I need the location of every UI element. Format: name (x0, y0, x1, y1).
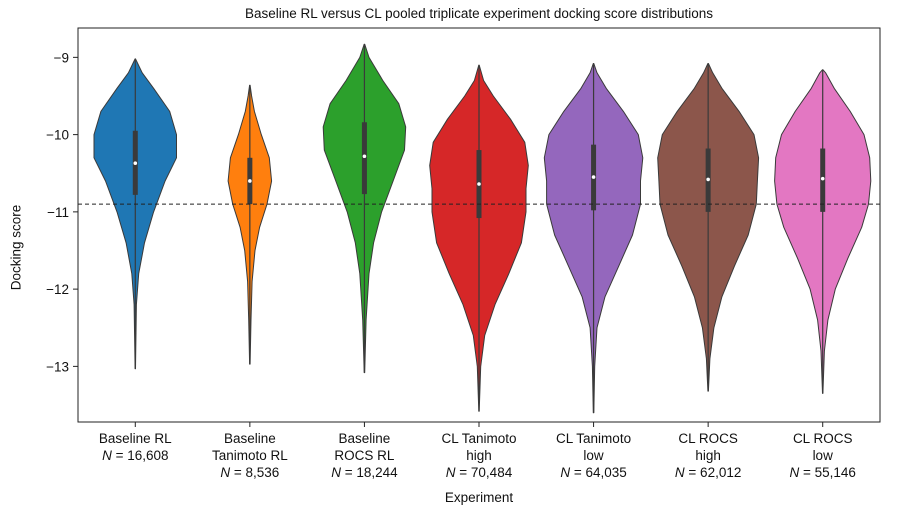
category-count: N = 55,146 (765, 464, 881, 481)
x-axis-label: Experiment (444, 490, 514, 505)
y-axis: −9 −10 −11 −12 −13 (46, 50, 78, 374)
count-symbol: N (220, 465, 231, 480)
violin-iqr-box (361, 122, 367, 195)
category-count: N = 16,608 (77, 447, 193, 464)
y-tick-label: −9 (54, 50, 69, 65)
category-name-line: low (812, 448, 833, 463)
category-name-line: Baseline (223, 431, 276, 446)
x-category-label: CL Tanimoto high N = 70,484 (421, 430, 537, 481)
count-value: = 16,608 (111, 448, 169, 463)
violin (657, 63, 760, 427)
category-count: N = 18,244 (306, 464, 422, 481)
count-value: = 62,012 (684, 465, 742, 480)
violin-median-dot (591, 175, 596, 179)
y-tick-label: −11 (47, 205, 69, 220)
violin (774, 69, 872, 427)
violin (227, 84, 273, 427)
violin-median-dot (820, 176, 825, 181)
count-symbol: N (789, 465, 800, 480)
x-category-label: CL ROCS low N = 55,146 (765, 430, 881, 481)
violin (93, 58, 177, 427)
count-value: = 8,536 (230, 465, 280, 480)
category-count: N = 62,012 (650, 464, 766, 481)
category-name-line: Baseline RL (98, 431, 172, 446)
category-name-line: high (466, 448, 492, 463)
category-name-line: high (695, 448, 721, 463)
count-symbol: N (674, 465, 685, 480)
category-count: N = 70,484 (421, 464, 537, 481)
violin-median-dot (706, 177, 710, 182)
y-tick-label: −13 (46, 359, 69, 374)
x-category-label: Baseline ROCS RL N = 18,244 (306, 430, 422, 481)
count-symbol: N (560, 465, 571, 480)
x-category-label: Baseline RL N = 16,608 (77, 430, 193, 464)
count-symbol: N (102, 448, 112, 463)
category-name-line: ROCS RL (334, 448, 395, 463)
x-category-label: CL ROCS high N = 62,012 (650, 430, 766, 481)
x-category-label: CL Tanimoto low N = 64,035 (536, 430, 652, 481)
y-tick-label: −10 (46, 128, 69, 143)
violins-layer (93, 43, 872, 427)
category-name-line: low (583, 448, 604, 463)
plot-frame (77, 27, 881, 423)
violin (429, 64, 529, 427)
count-symbol: N (331, 465, 341, 480)
x-category-label: Baseline Tanimoto RL N = 8,536 (192, 430, 308, 481)
category-name-line: CL Tanimoto (441, 431, 517, 446)
category-name-line: CL Tanimoto (556, 431, 632, 446)
category-name-line: CL ROCS (678, 431, 738, 446)
y-tick-label: −12 (46, 282, 69, 297)
category-name-line: Tanimoto RL (211, 448, 288, 463)
count-value: = 64,035 (570, 465, 627, 480)
count-symbol: N (445, 465, 456, 480)
count-value: = 18,244 (340, 465, 398, 480)
category-count: N = 8,536 (192, 464, 308, 481)
violin-median-dot (248, 179, 252, 183)
category-count: N = 64,035 (536, 464, 652, 481)
y-axis-label: Docking score (8, 204, 24, 291)
chart-title: Baseline RL versus CL pooled triplicate … (245, 6, 713, 21)
violin-median-dot (362, 154, 367, 159)
category-name-line: Baseline (338, 431, 391, 446)
violin (322, 43, 407, 427)
violin-median-dot (477, 182, 481, 186)
category-name-line: CL ROCS (792, 431, 853, 446)
count-value: = 70,484 (455, 465, 513, 480)
count-value: = 55,146 (799, 465, 856, 480)
violin (543, 63, 644, 427)
violin-median-dot (133, 161, 138, 165)
